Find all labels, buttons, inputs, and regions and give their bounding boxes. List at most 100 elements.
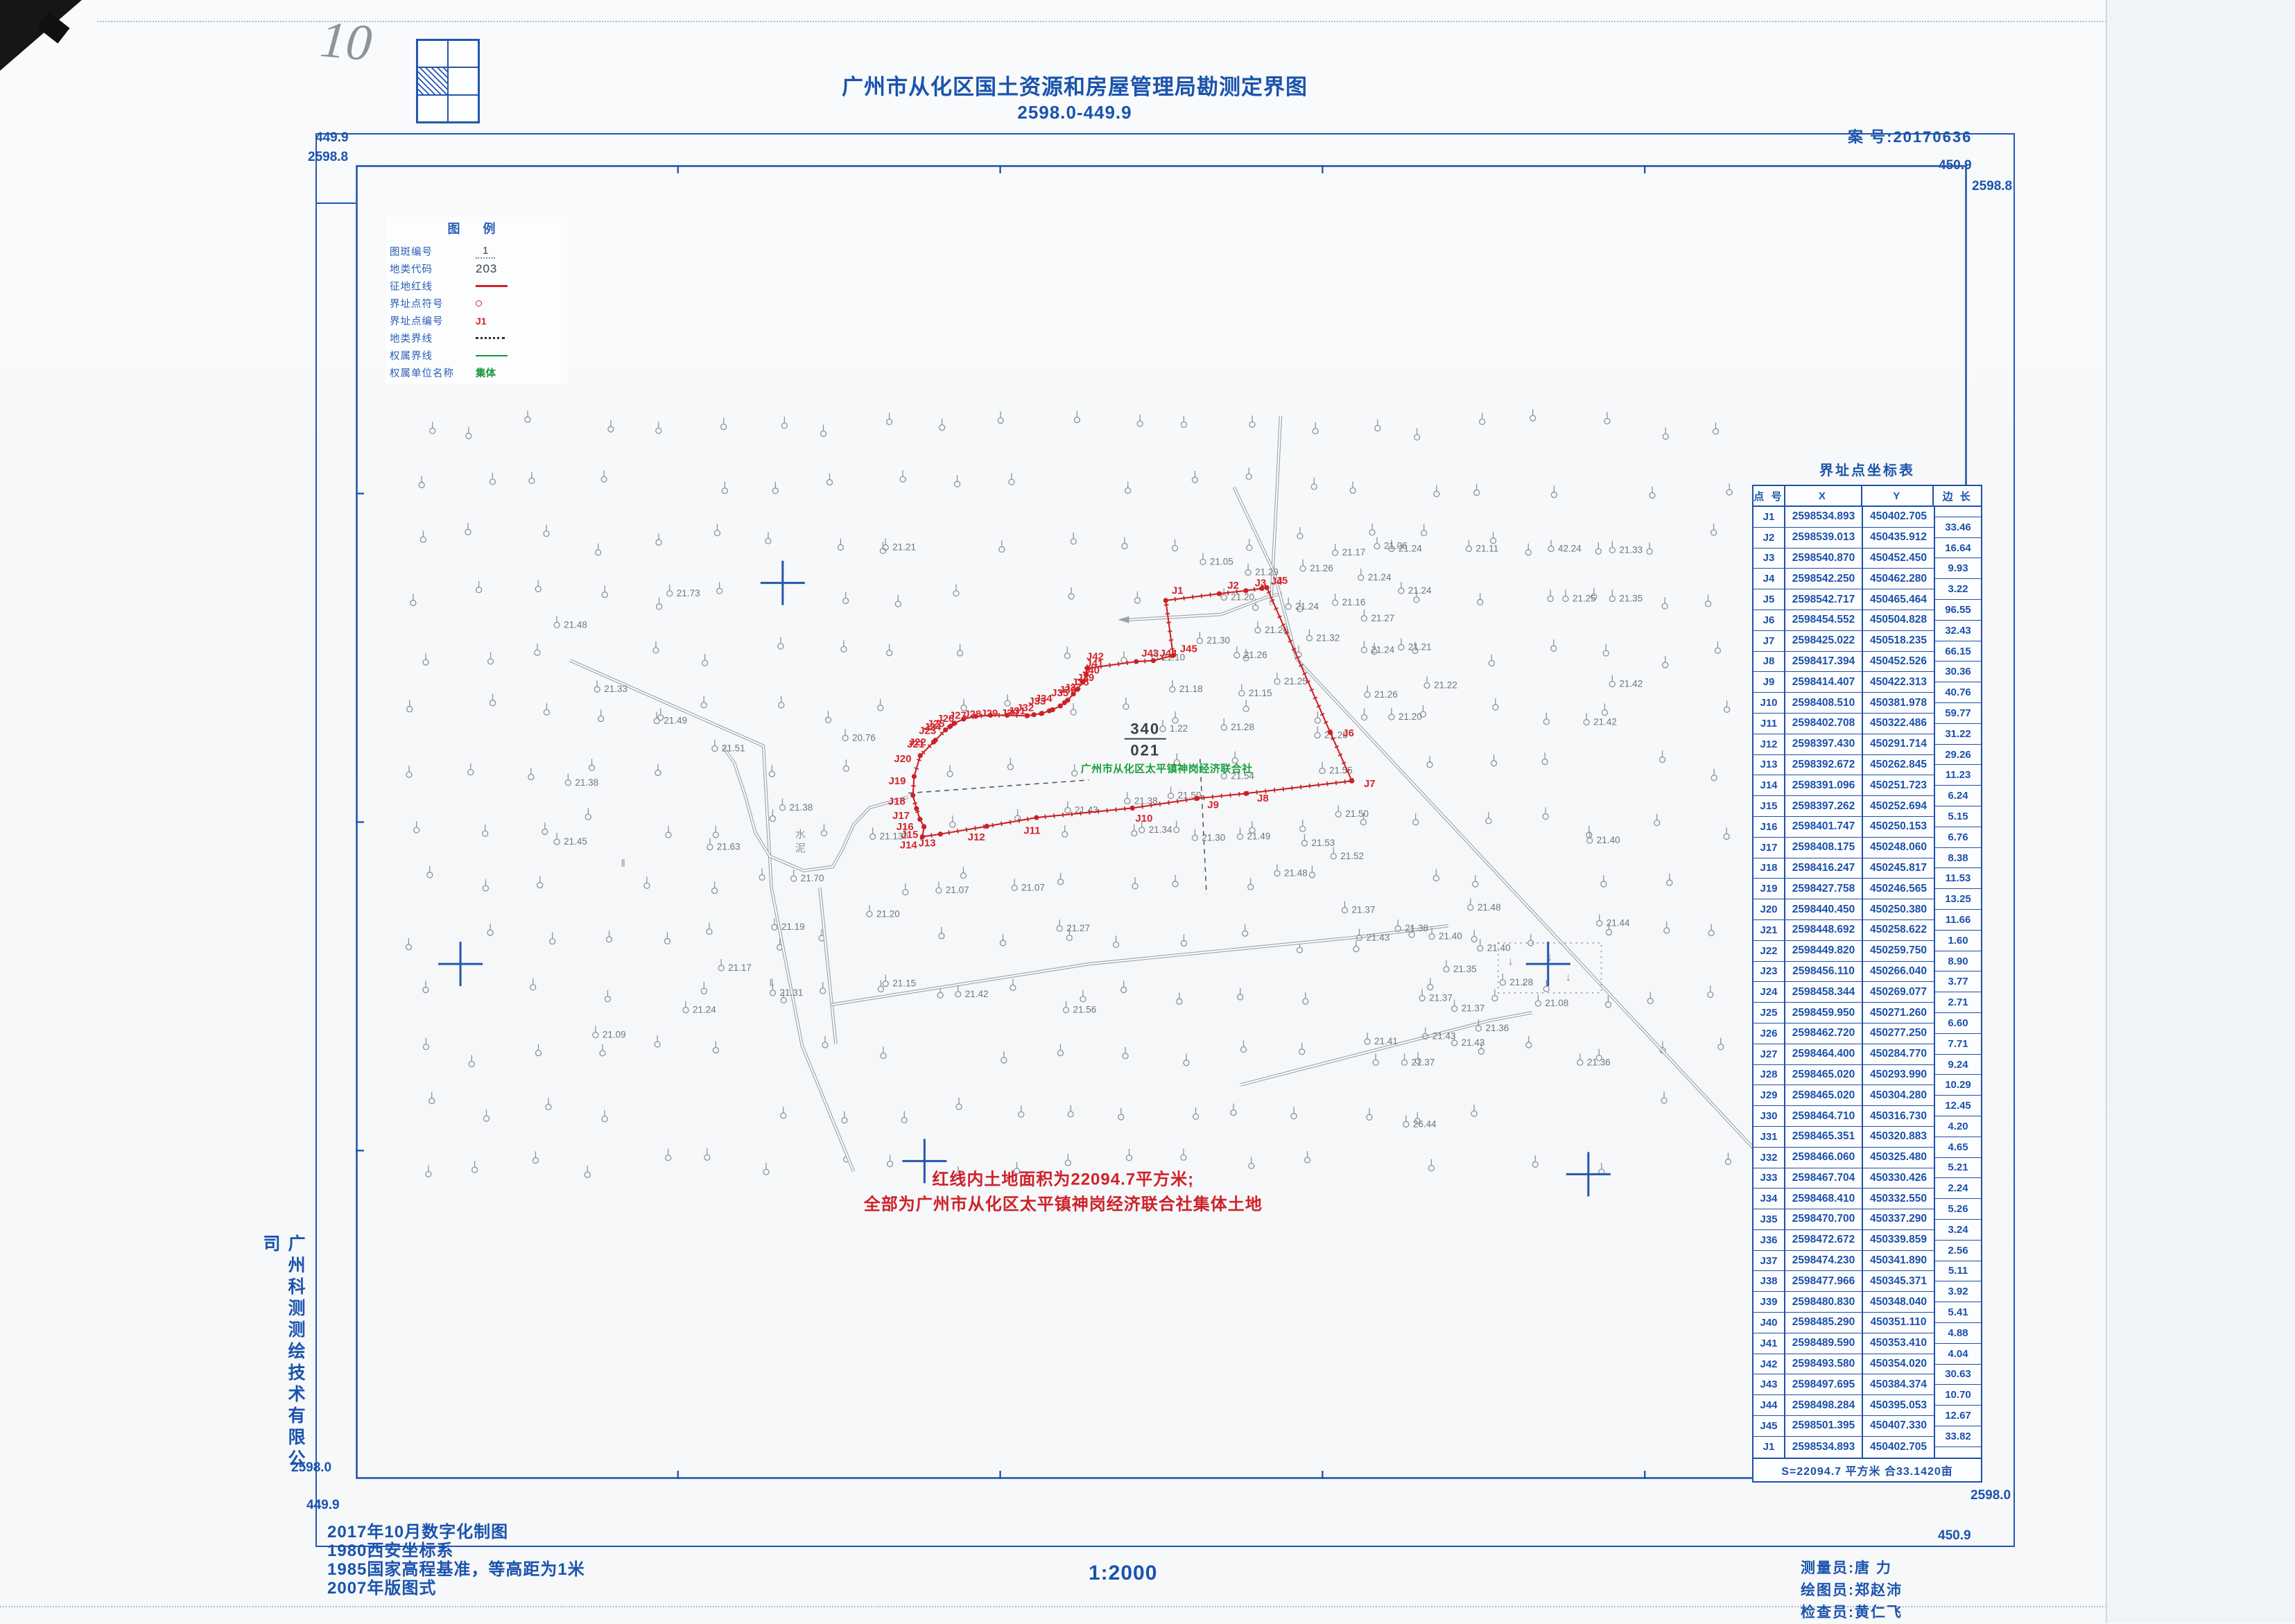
spot-symbol-icon — [702, 660, 708, 666]
map-text: 21.35 — [1453, 964, 1477, 974]
spot-symbol-icon — [1274, 679, 1280, 684]
spot-symbol-icon — [1724, 707, 1730, 712]
scan-perforation-top — [97, 21, 2295, 22]
spot-symbol-icon — [554, 839, 560, 845]
boundary-point-dot — [1243, 791, 1248, 796]
segment-length: 33.46 — [1935, 517, 1981, 538]
spot-symbol-icon — [953, 591, 959, 596]
spot-symbol-icon — [657, 604, 662, 610]
spot-symbol-icon — [955, 992, 961, 997]
map-text: 21.21 — [892, 542, 916, 553]
spot-symbol-icon — [488, 659, 494, 664]
spot-symbol-icon — [1249, 422, 1255, 427]
segment-length: 5.41 — [1935, 1302, 1981, 1323]
map-text: 21.43 — [1366, 932, 1389, 942]
map-text: J17 — [892, 810, 910, 822]
segment-length: 2.71 — [1935, 992, 1981, 1013]
spot-symbol-icon — [537, 883, 543, 888]
segment-length: 30.36 — [1935, 662, 1981, 682]
spot-symbol-icon — [419, 482, 424, 487]
map-text: 21.24 — [693, 1005, 716, 1015]
boundary-point-dot — [1025, 714, 1030, 718]
map-text: 21.07 — [946, 885, 969, 895]
map-text: 21.22 — [1434, 680, 1457, 691]
map-text: 21.18 — [1179, 684, 1203, 694]
spot-symbol-icon — [1057, 926, 1062, 931]
segment-length: 4.20 — [1935, 1116, 1981, 1137]
spot-symbol-icon — [1137, 421, 1143, 426]
spot-symbol-icon — [887, 1161, 893, 1166]
spot-symbol-icon — [1414, 597, 1419, 603]
spot-symbol-icon — [1471, 1111, 1477, 1116]
spot-symbol-icon — [714, 530, 720, 536]
spot-symbol-icon — [791, 876, 797, 881]
map-text: 21.07 — [1021, 882, 1045, 892]
spot-symbol-icon — [958, 650, 963, 656]
map-text: 21.43 — [1432, 1030, 1456, 1041]
map-neatline — [357, 166, 1966, 1478]
map-text: 21.28 — [1231, 722, 1254, 732]
spot-symbol-icon — [1072, 770, 1077, 776]
locator-current-sheet-cell — [417, 67, 448, 94]
spot-symbol-icon — [666, 1155, 671, 1161]
spot-symbol-icon — [1074, 417, 1080, 423]
segment-length: 12.45 — [1935, 1096, 1981, 1116]
spot-symbol-icon — [653, 648, 659, 653]
map-text: 20.76 — [852, 732, 876, 743]
spot-symbol-icon — [763, 1169, 769, 1175]
map-text: 21.53 — [1311, 838, 1335, 848]
spot-symbol-icon — [1305, 1157, 1310, 1163]
map-text: 泥 — [795, 843, 806, 854]
spot-symbol-icon — [999, 546, 1005, 552]
spot-symbol-icon — [887, 650, 892, 656]
spot-symbol-icon — [1647, 999, 1653, 1004]
spot-symbol-icon — [1057, 1051, 1063, 1056]
spot-symbol-icon — [1602, 710, 1607, 716]
spot-symbol-icon — [1232, 758, 1238, 763]
map-text: 21.70 — [801, 873, 824, 883]
segment-length: 6.60 — [1935, 1013, 1981, 1034]
spot-symbol-icon — [770, 990, 776, 996]
spot-symbol-icon — [1062, 831, 1068, 837]
map-text: J10 — [1135, 813, 1152, 824]
boundary-point-dot — [1050, 707, 1055, 712]
map-text: J44 — [1160, 648, 1178, 659]
segment-length: 40.76 — [1935, 682, 1981, 703]
spot-symbol-icon — [423, 1044, 428, 1050]
spot-symbol-icon — [1474, 490, 1480, 495]
map-text: 21.24 — [1295, 601, 1319, 612]
map-text: 21.36 — [1587, 1057, 1611, 1067]
spot-symbol-icon — [1548, 546, 1554, 551]
spot-symbol-icon — [1708, 992, 1713, 998]
segment-length: 5.11 — [1935, 1261, 1981, 1282]
segment-length: 3.24 — [1935, 1220, 1981, 1241]
map-text: 21.20 — [876, 908, 900, 919]
legend-item-label: 界址点编号 — [390, 313, 476, 328]
spot-symbol-icon — [465, 529, 471, 535]
spot-symbol-icon — [713, 832, 718, 838]
map-text: 21.35 — [1619, 593, 1643, 603]
spot-symbol-icon — [1478, 946, 1483, 951]
road-casing — [570, 660, 854, 1171]
spot-symbol-icon — [607, 937, 612, 942]
map-text: 21.21 — [1408, 642, 1432, 653]
corner-nw-northing: 2598.8 — [308, 150, 348, 165]
spot-symbol-icon — [1172, 718, 1178, 723]
spot-symbol-icon — [1132, 883, 1138, 889]
spot-symbol-icon — [1121, 657, 1127, 663]
spot-symbol-icon — [903, 890, 908, 895]
segment-length: 29.26 — [1935, 745, 1981, 766]
spot-symbol-icon — [1192, 477, 1197, 483]
boundary-point-dot — [1065, 698, 1070, 702]
map-text: 21.40 — [1597, 835, 1620, 845]
map-text: 21.33 — [604, 684, 627, 694]
spot-symbol-icon — [1478, 599, 1483, 605]
